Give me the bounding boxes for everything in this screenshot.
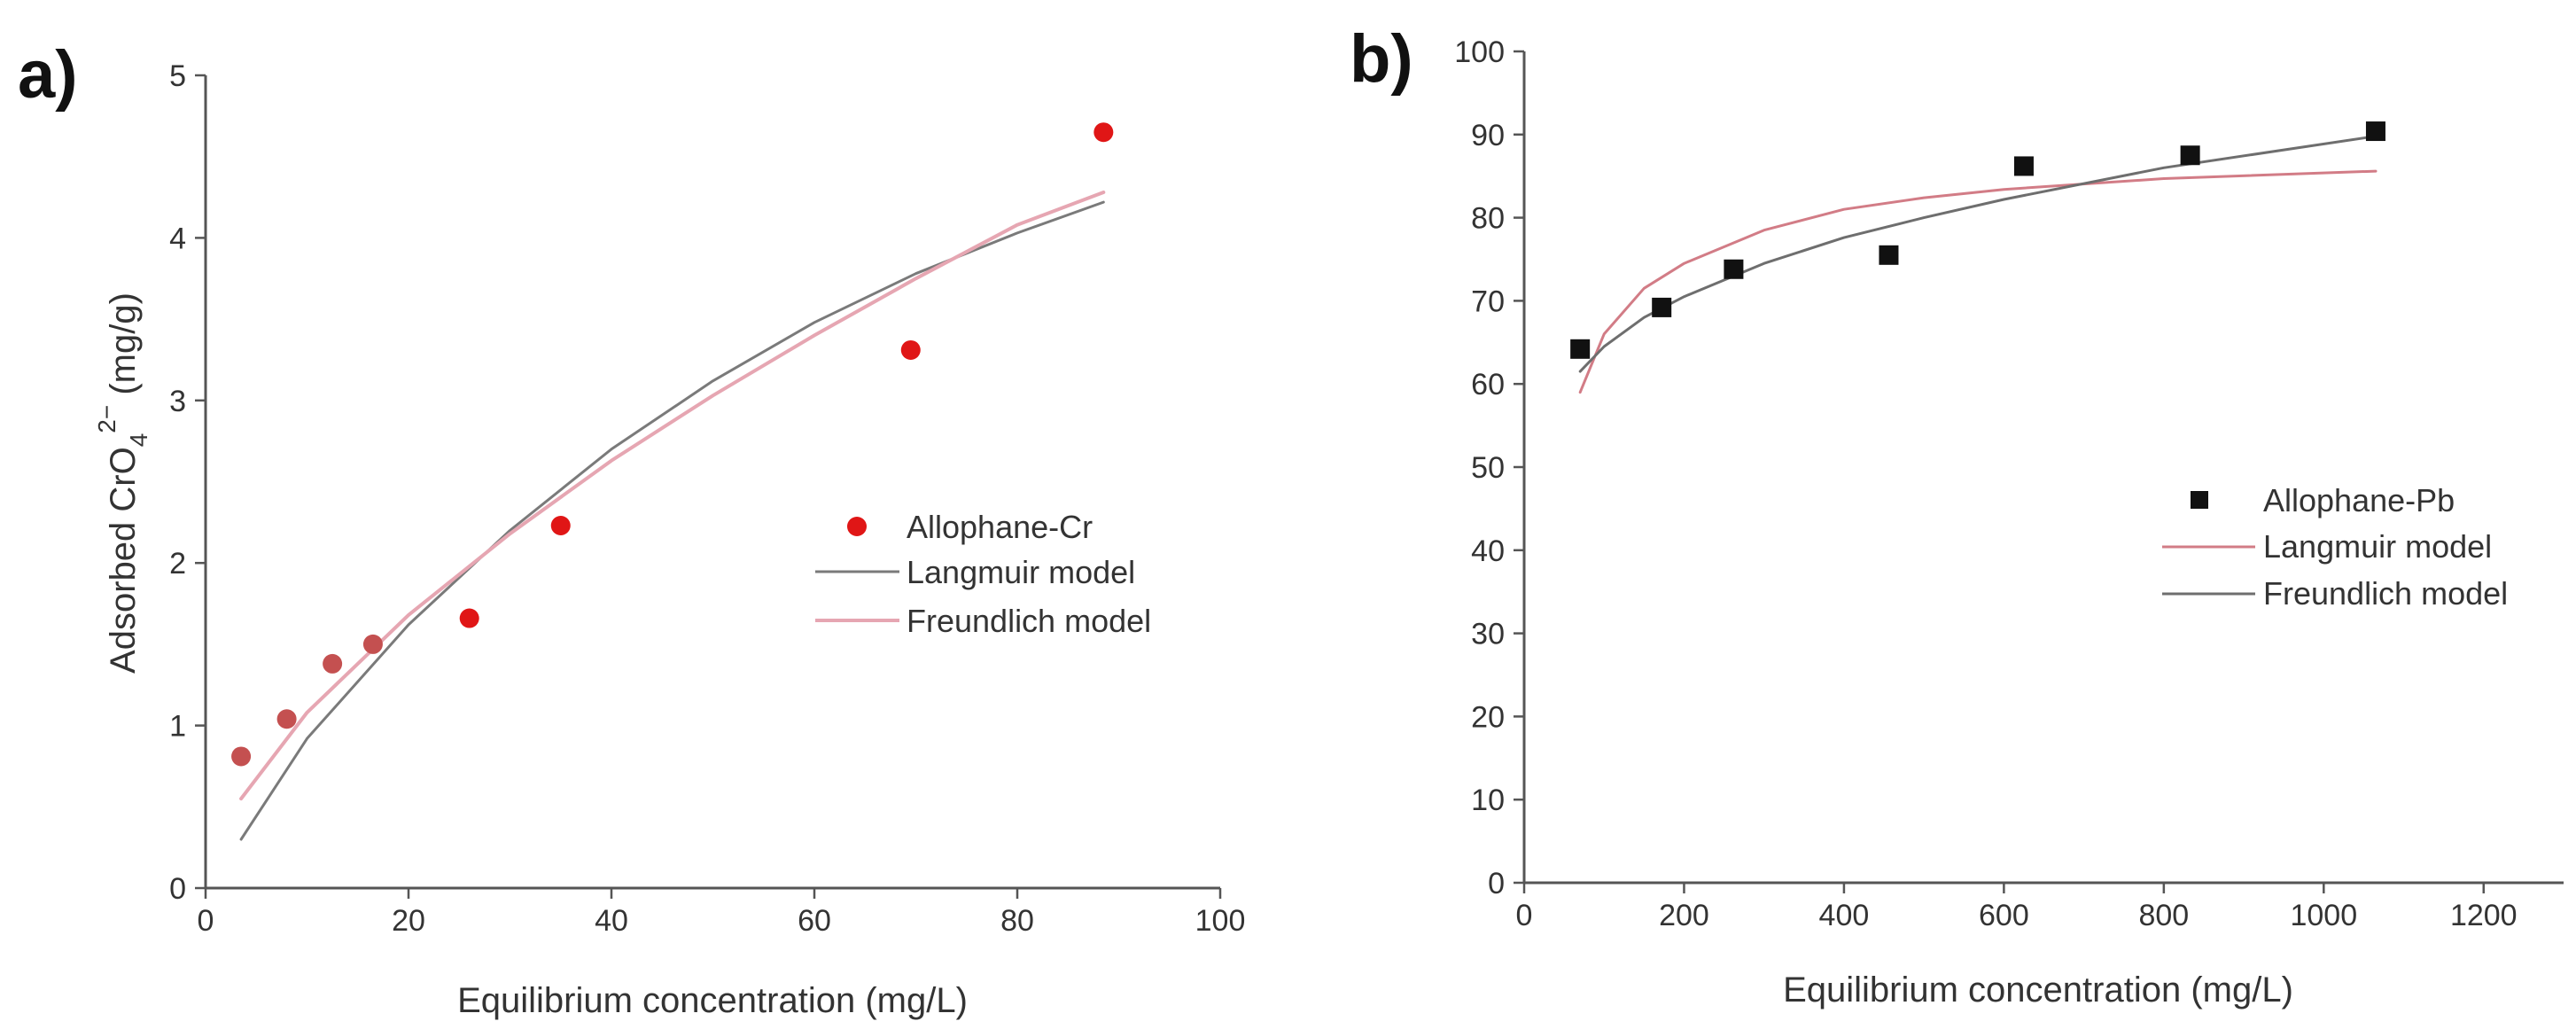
y-tick-label: 50 — [1471, 451, 1505, 485]
data-point — [2013, 156, 2034, 176]
y-tick-label: 2 — [169, 547, 186, 581]
y-tick-label: 0 — [169, 872, 186, 906]
x-tick-label: 1200 — [2450, 899, 2518, 932]
panel-b-ticks: 0 200 400 600 800 1000 1200 0 10 20 30 40 50 60 70 80 90… — [1454, 35, 2517, 932]
y-title-subscript: 4 — [125, 433, 152, 448]
x-tick-label: 0 — [1516, 899, 1533, 932]
data-point — [550, 516, 571, 536]
x-tick-label: 600 — [1979, 899, 2029, 932]
x-tick-label: 400 — [1819, 899, 1870, 932]
y-tick-label: 4 — [169, 222, 186, 255]
data-point — [900, 339, 921, 360]
data-point — [1093, 122, 1114, 143]
y-tick-label: 90 — [1471, 119, 1505, 152]
x-tick-label: 200 — [1659, 899, 1709, 932]
data-point — [1570, 339, 1591, 359]
legend-label-freundlich-b: Freundlich model — [2263, 575, 2508, 612]
y-tick-label: 100 — [1454, 35, 1505, 69]
panel-a-ticks: 0 20 40 60 80 100 0 1 2 3 4 5 — [169, 59, 1245, 938]
y-tick-label: 70 — [1471, 285, 1505, 318]
legend-marker-allophane-cr — [847, 517, 867, 536]
panel-b-chart: b) 0 200 400 600 800 1000 1200 0 10 20 30 40 50 60 70 8… — [1350, 21, 2564, 1010]
x-tick-label: 100 — [1195, 904, 1246, 938]
legend-label-freundlich: Freundlich model — [907, 603, 1151, 639]
series-line-freundlich-model — [239, 191, 1106, 801]
x-tick-label: 800 — [2138, 899, 2189, 932]
y-tick-label: 5 — [169, 59, 186, 93]
y-title-suffix: (mg/g) — [104, 292, 143, 405]
data-point — [1652, 297, 1672, 317]
x-tick-label: 1000 — [2290, 899, 2357, 932]
y-title-superscript: 2− — [93, 405, 121, 433]
panel-a-x-axis-title: Equilibrium concentration (mg/L) — [457, 981, 968, 1020]
series-line-freundlich-model — [1578, 135, 2378, 373]
y-tick-label: 20 — [1471, 700, 1505, 734]
x-tick-label: 80 — [1000, 904, 1034, 938]
panel-a-label: a) — [18, 37, 78, 113]
panel-a-legend: Allophane-Cr Langmuir model Freundlich m… — [815, 509, 1151, 639]
panel-a-chart: a) 0 20 40 60 80 100 0 1 2 3 4 5 Equilibrium concen… — [18, 37, 1245, 1020]
panel-b-data-points — [1570, 121, 2385, 359]
legend-label-langmuir: Langmuir model — [907, 554, 1135, 590]
data-point — [459, 608, 479, 628]
panel-b-legend: Allophane-Pb Langmuir model Freundlich m… — [2162, 482, 2508, 612]
data-point — [231, 746, 252, 767]
panel-b-label: b) — [1350, 21, 1413, 97]
data-point — [276, 709, 297, 729]
panel-b-x-axis-title: Equilibrium concentration (mg/L) — [1783, 971, 2293, 1010]
y-tick-label: 0 — [1488, 867, 1505, 900]
data-point — [2365, 121, 2385, 142]
panel-a-model-lines — [239, 191, 1106, 841]
data-point — [1724, 259, 1744, 279]
legend-label-allophane-cr: Allophane-Cr — [907, 509, 1093, 545]
y-tick-label: 10 — [1471, 783, 1505, 817]
data-point — [1879, 245, 1899, 265]
data-point — [362, 634, 383, 654]
y-title-prefix: Adsorbed CrO — [104, 447, 143, 674]
legend-marker-allophane-pb — [2191, 491, 2208, 509]
x-tick-label: 20 — [392, 904, 425, 938]
x-tick-label: 60 — [798, 904, 831, 938]
y-tick-label: 40 — [1471, 534, 1505, 568]
y-tick-label: 30 — [1471, 618, 1505, 651]
panel-a-data-points — [231, 122, 1114, 767]
legend-label-allophane-pb: Allophane-Pb — [2263, 482, 2455, 518]
y-tick-label: 1 — [169, 710, 186, 744]
panel-a-y-axis-title: Adsorbed CrO4 2− (mg/g) — [93, 292, 152, 674]
y-tick-label: 60 — [1471, 368, 1505, 401]
x-tick-label: 40 — [595, 904, 628, 938]
y-tick-label: 80 — [1471, 202, 1505, 236]
data-point — [323, 653, 343, 674]
y-tick-label: 3 — [169, 385, 186, 418]
x-tick-label: 0 — [198, 904, 214, 938]
legend-label-langmuir-b: Langmuir model — [2263, 528, 2492, 565]
panel-b-model-lines — [1578, 135, 2378, 394]
data-point — [2180, 145, 2200, 166]
